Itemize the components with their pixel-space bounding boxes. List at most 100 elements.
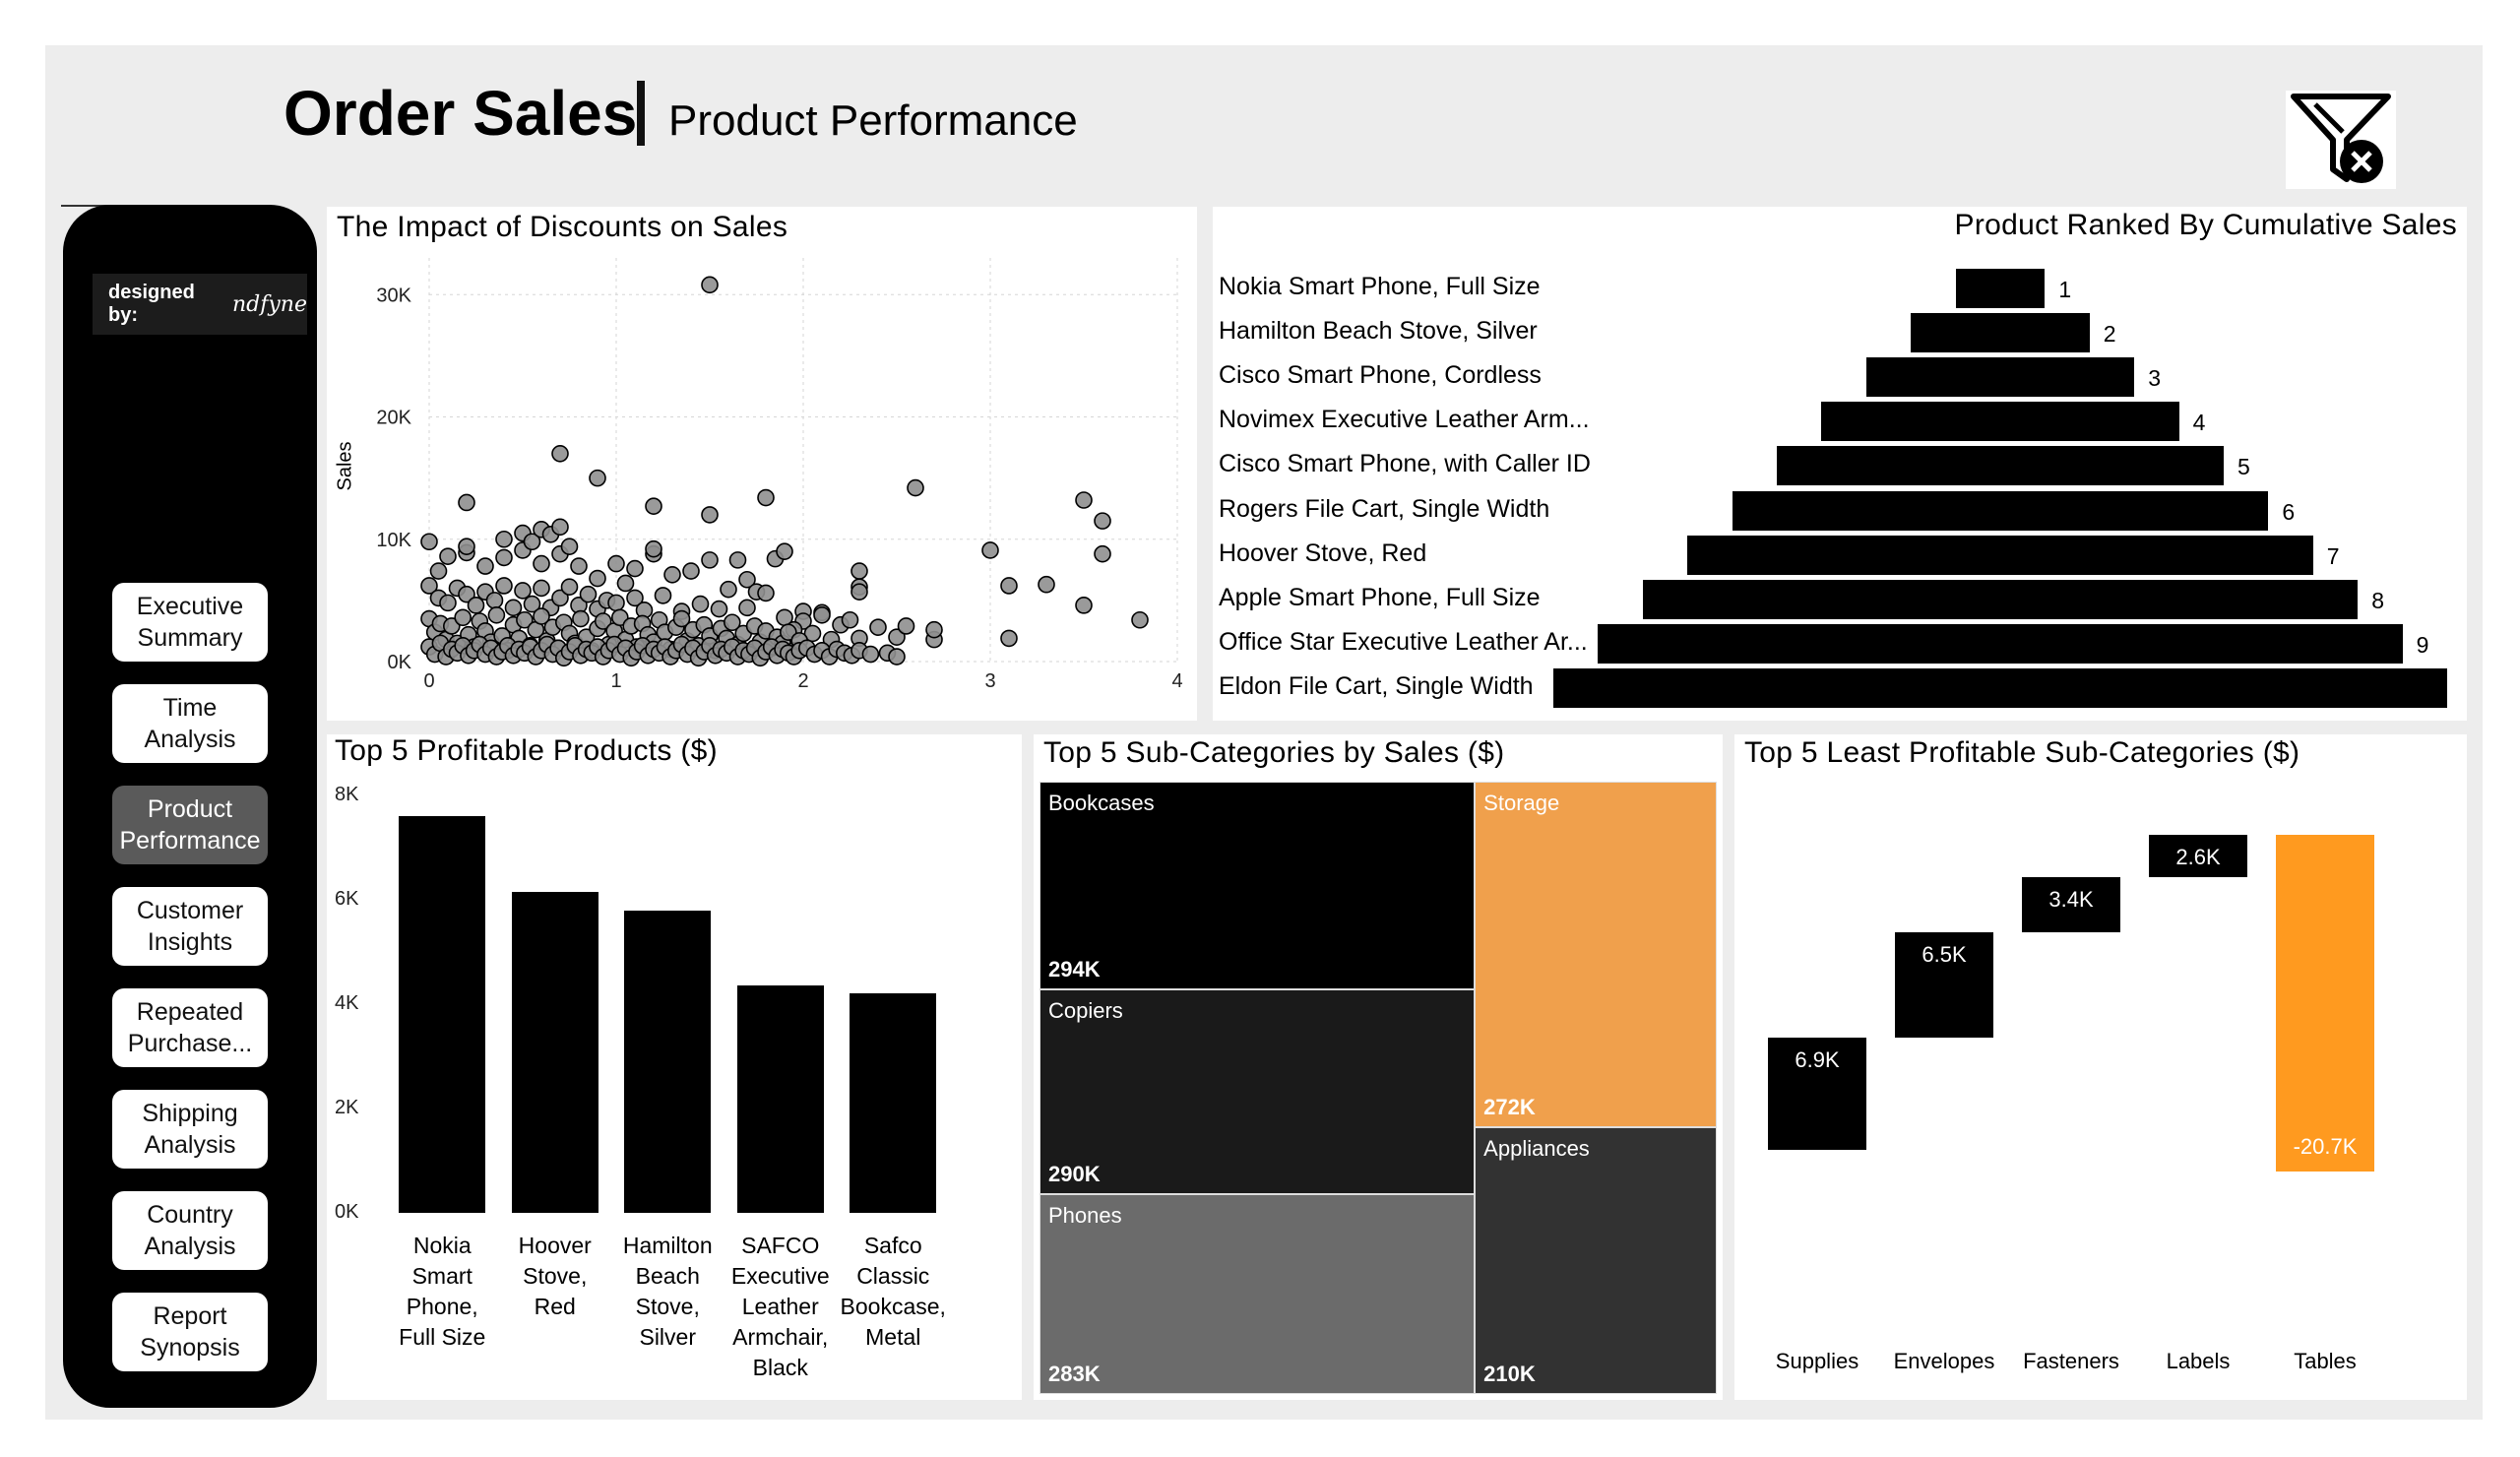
sidebar: designed by: ndfyne Executive Summary Ti… bbox=[63, 205, 317, 1408]
scatter-point bbox=[551, 444, 569, 463]
y-tick-label: 8K bbox=[335, 784, 359, 805]
product-label: Eldon File Cart, Single Width bbox=[1219, 672, 1534, 701]
scatter-point bbox=[523, 595, 541, 613]
scatter-point bbox=[701, 276, 719, 294]
nav-country-analysis[interactable]: Country Analysis bbox=[112, 1191, 268, 1270]
treemap-tile-value: 294K bbox=[1048, 956, 1101, 982]
rank-label: 9 bbox=[2416, 632, 2429, 659]
nav-product-performance[interactable]: Product Performance bbox=[112, 786, 268, 864]
scatter-point bbox=[429, 562, 448, 580]
profit-bar bbox=[511, 892, 598, 1213]
scatter-point bbox=[701, 506, 719, 524]
product-label: Apple Smart Phone, Full Size bbox=[1219, 584, 1541, 611]
scatter-point bbox=[1075, 491, 1093, 509]
scatter-point bbox=[516, 610, 534, 629]
y-tick-label: 4K bbox=[335, 992, 359, 1014]
scatter-point bbox=[626, 589, 644, 607]
nav-report-synopsis[interactable]: Report Synopsis bbox=[112, 1293, 268, 1371]
y-tick-label: 10K bbox=[376, 530, 411, 551]
treemap-tile: Storage 272K bbox=[1475, 782, 1717, 1127]
scatter-point bbox=[439, 594, 457, 612]
scatter-point bbox=[594, 612, 612, 630]
product-label: Hoover Stove, Red bbox=[1219, 538, 1427, 567]
y-tick-label: 6K bbox=[335, 888, 359, 910]
scatter-panel: The Impact of Discounts on Sales Sales 0… bbox=[327, 207, 1197, 721]
waterfall-category-label: Tables bbox=[2294, 1349, 2357, 1373]
scatter-point bbox=[925, 620, 943, 639]
scatter-point bbox=[654, 587, 672, 604]
scatter-point bbox=[850, 583, 868, 601]
waterfall-category-label: Fasteners bbox=[2023, 1349, 2119, 1373]
scatter-point bbox=[701, 551, 719, 569]
scatter-point bbox=[616, 574, 635, 593]
scatter-point bbox=[1000, 577, 1018, 595]
scatter-point bbox=[454, 608, 472, 627]
nav-shipping-analysis[interactable]: Shipping Analysis bbox=[112, 1090, 268, 1169]
scatter-point bbox=[533, 554, 550, 573]
rank-bar bbox=[1732, 490, 2269, 531]
scatter-point bbox=[626, 559, 644, 578]
filter-clear-icon[interactable] bbox=[2286, 91, 2396, 189]
scatter-point bbox=[570, 557, 588, 575]
scatter-point bbox=[485, 592, 504, 609]
y-tick-label: 30K bbox=[376, 285, 411, 306]
scatter-point bbox=[710, 600, 728, 618]
rank-label: 6 bbox=[2282, 498, 2296, 525]
x-tick-label: 2 bbox=[797, 670, 808, 692]
designed-by-badge: designed by: ndfyne bbox=[93, 274, 307, 335]
scatter-point bbox=[672, 609, 691, 628]
scatter-point bbox=[495, 548, 513, 567]
product-label: Office Star Executive Leather Ar... bbox=[1219, 628, 1588, 657]
product-label: Hamilton Beach Stove, Silver bbox=[1219, 316, 1538, 345]
waterfall-category-label: Envelopes bbox=[1893, 1349, 1995, 1373]
waterfall-value-label: 2.6K bbox=[2175, 845, 2221, 869]
ranking-title: Product Ranked By Cumulative Sales bbox=[1954, 209, 2457, 241]
scatter-point bbox=[888, 648, 906, 665]
scatter-point bbox=[691, 595, 710, 613]
profit-bar bbox=[736, 985, 824, 1213]
product-label: Cisco Smart Phone, Cordless bbox=[1219, 361, 1542, 389]
scatter-point bbox=[523, 533, 541, 551]
page-subtitle: Product Performance bbox=[668, 96, 1078, 145]
x-tick-label: 4 bbox=[1171, 670, 1182, 692]
rank-bar bbox=[1955, 268, 2046, 308]
scatter-point bbox=[589, 469, 606, 487]
treemap-tile: Appliances 210K bbox=[1475, 1127, 1717, 1394]
scatter-point bbox=[420, 533, 438, 551]
rank-label: 8 bbox=[2371, 588, 2384, 613]
rank-bar bbox=[1642, 580, 2359, 619]
scatter-point bbox=[850, 562, 868, 580]
scatter-point bbox=[1094, 544, 1111, 563]
scatter-plot: 0 1 2 3 4 0K 10K 20K 30K bbox=[376, 258, 1183, 692]
waterfall-category-label: Labels bbox=[2166, 1349, 2231, 1373]
rank-label: 3 bbox=[2148, 365, 2161, 391]
scatter-point bbox=[579, 585, 598, 603]
category-label: Hoover Stove, Red bbox=[518, 1233, 592, 1319]
waterfall-panel: Top 5 Least Profitable Sub-Categories ($… bbox=[1734, 734, 2467, 1400]
treemap-chart: Bookcases 294K Copiers 290K Phones 283K Storag… bbox=[1040, 782, 1717, 1394]
y-tick-label: 0K bbox=[335, 1201, 359, 1223]
rank-label: 2 bbox=[2103, 320, 2116, 347]
treemap-tile-value: 272K bbox=[1483, 1095, 1536, 1119]
scatter-point bbox=[607, 554, 625, 573]
scatter-point bbox=[728, 551, 747, 569]
waterfall-value-label: 6.5K bbox=[1922, 942, 1967, 967]
nav-executive-summary[interactable]: Executive Summary bbox=[112, 583, 268, 662]
nav-repeated-purchase[interactable]: Repeated Purchase... bbox=[112, 988, 268, 1067]
rank-bar bbox=[1553, 668, 2447, 709]
rank-bar bbox=[1821, 402, 2179, 442]
treemap-tile-name: Copiers bbox=[1048, 997, 1123, 1023]
nav-customer-insights[interactable]: Customer Insights bbox=[112, 887, 268, 966]
treemap-tile-name: Storage bbox=[1483, 791, 1560, 815]
x-tick-label: 0 bbox=[423, 670, 434, 692]
scatter-point bbox=[504, 599, 523, 617]
rank-label: 7 bbox=[2326, 542, 2340, 569]
rank-label: 4 bbox=[2192, 410, 2206, 436]
category-label: Safco Classic Bookcase, Metal bbox=[840, 1233, 946, 1350]
treemap-panel: Top 5 Sub-Categories by Sales ($) Bookca… bbox=[1034, 734, 1723, 1400]
scatter-point bbox=[533, 579, 550, 598]
scatter-point bbox=[776, 542, 793, 560]
scatter-point bbox=[897, 617, 915, 635]
nav-time-analysis[interactable]: Time Analysis bbox=[112, 684, 268, 763]
rank-bar bbox=[1687, 535, 2313, 575]
